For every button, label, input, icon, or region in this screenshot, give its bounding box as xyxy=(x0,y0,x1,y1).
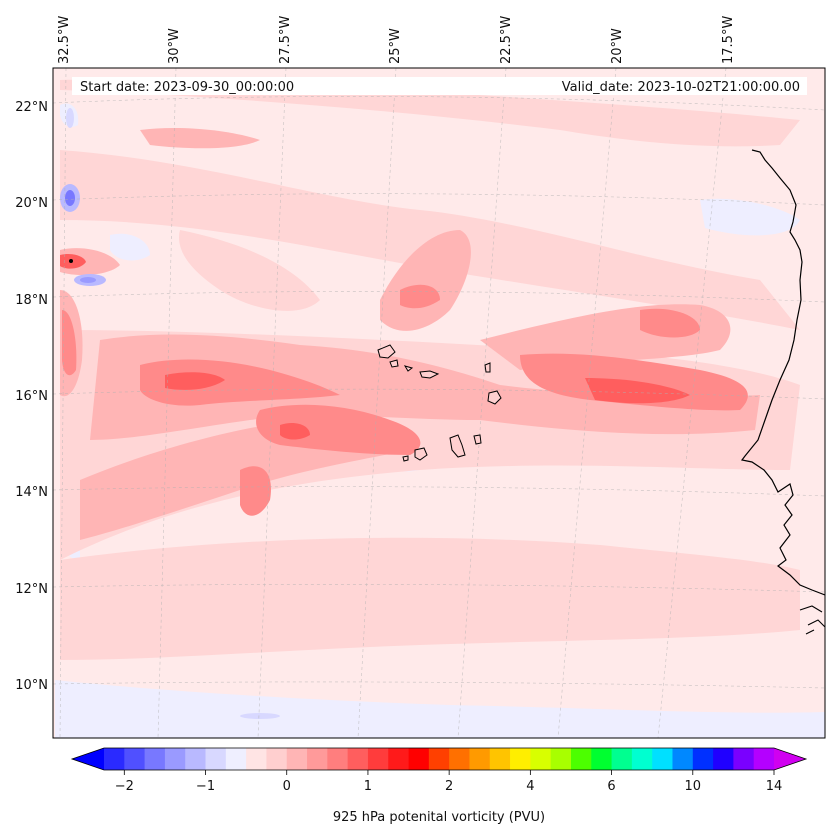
colorbar-segment xyxy=(530,748,552,770)
lat-label-12n: 12°N xyxy=(15,582,48,597)
pv-maximum-dot xyxy=(69,259,73,263)
colorbar-segment xyxy=(753,748,775,770)
colorbar-segment xyxy=(692,748,714,770)
colorbar-segment xyxy=(388,748,409,770)
colorbar-tick-label: −1 xyxy=(196,779,215,794)
colorbar-segment xyxy=(449,748,470,770)
colorbar-segment xyxy=(428,748,450,770)
colorbar-segment xyxy=(550,748,572,770)
colorbar-segment xyxy=(307,748,328,770)
date-banner xyxy=(72,77,807,95)
cape-verde-islands xyxy=(377,344,502,462)
colorbar-tick-label: 14 xyxy=(766,779,783,794)
lat-label-20n: 20°N xyxy=(15,196,48,211)
lat-label-16n: 16°N xyxy=(15,389,48,404)
pv-core xyxy=(60,253,690,440)
lat-label-22n: 22°N xyxy=(15,100,48,115)
lat-label-10n: 10°N xyxy=(15,678,48,693)
longitude-labels: 32.5°W 30°W 27.5°W 25°W 22.5°W 20°W 17.5… xyxy=(57,16,736,64)
colorbar-label: 925 hPa potenital vorticity (PVU) xyxy=(333,810,545,825)
latitude-labels: 22°N 20°N 18°N 16°N 14°N 12°N 10°N xyxy=(15,100,48,693)
colorbar-segment xyxy=(408,748,430,770)
colorbar-segment xyxy=(672,748,694,770)
colorbar-tick-label: 2 xyxy=(445,779,453,794)
colorbar-segment xyxy=(510,748,531,770)
colorbar-segment xyxy=(144,748,166,770)
colorbar-segment xyxy=(246,748,267,770)
lon-label-25w: 25°W xyxy=(388,28,403,64)
colorbar-segment xyxy=(713,748,734,770)
colorbar-outline xyxy=(70,747,808,771)
coast-detail xyxy=(799,605,825,635)
lon-label-22-5w: 22.5°W xyxy=(499,16,514,64)
colorbar-min-extend-arrow xyxy=(72,748,104,770)
colorbar-segment xyxy=(225,748,247,770)
african-coastline xyxy=(740,149,825,596)
colorbar-segment xyxy=(124,748,145,770)
lon-label-30w: 30°W xyxy=(167,28,182,64)
colorbar-segment xyxy=(185,748,206,770)
lon-label-20w: 20°W xyxy=(610,28,625,64)
colorbar: −2 −1 0 1 2 4 6 10 14 925 hPa potenital vorticit… xyxy=(70,747,808,825)
colorbar-tick-label: 10 xyxy=(685,779,702,794)
colorbar-segment xyxy=(733,748,755,770)
colorbar-segment xyxy=(631,748,653,770)
colorbar-segment xyxy=(652,748,673,770)
colorbar-tick-label: 1 xyxy=(364,779,372,794)
colorbar-segment xyxy=(347,748,369,770)
lon-label-17-5w: 17.5°W xyxy=(721,16,736,64)
colorbar-tick-label: −2 xyxy=(115,779,134,794)
colorbar-segment xyxy=(367,748,389,770)
colorbar-segment xyxy=(164,748,186,770)
colorbar-segment xyxy=(286,748,308,770)
colorbar-segments xyxy=(104,748,775,770)
valid-date-label: Valid_date: 2023-10-02T21:00:00.00 xyxy=(562,80,800,95)
start-date-label: Start date: 2023-09-30_00:00:00 xyxy=(80,80,294,95)
colorbar-tick-label: 0 xyxy=(283,779,291,794)
colorbar-segment xyxy=(611,748,633,770)
lon-label-32-5w: 32.5°W xyxy=(57,16,72,64)
lat-label-18n: 18°N xyxy=(15,293,48,308)
lon-label-27-5w: 27.5°W xyxy=(278,16,293,64)
colorbar-tick-label: 4 xyxy=(526,779,534,794)
map-panel: Start date: 2023-09-30_00:00:00 Valid_da… xyxy=(53,68,825,738)
colorbar-tick-label: 6 xyxy=(607,779,615,794)
colorbar-segment xyxy=(469,748,491,770)
map-frame xyxy=(52,67,826,739)
colorbar-segment xyxy=(591,748,612,770)
colorbar-segment xyxy=(327,748,349,770)
colorbar-segment xyxy=(104,748,125,770)
colorbar-segment xyxy=(205,748,227,770)
negative-pv-cores xyxy=(60,108,280,719)
gridlines xyxy=(53,68,825,738)
colorbar-segment xyxy=(570,748,592,770)
colorbar-ticks: −2 −1 0 1 2 4 6 10 14 xyxy=(115,770,783,794)
colorbar-segment xyxy=(266,748,288,770)
colorbar-max-extend-arrow xyxy=(774,748,806,770)
colorbar-segment xyxy=(489,748,511,770)
lat-label-14n: 14°N xyxy=(15,485,48,500)
